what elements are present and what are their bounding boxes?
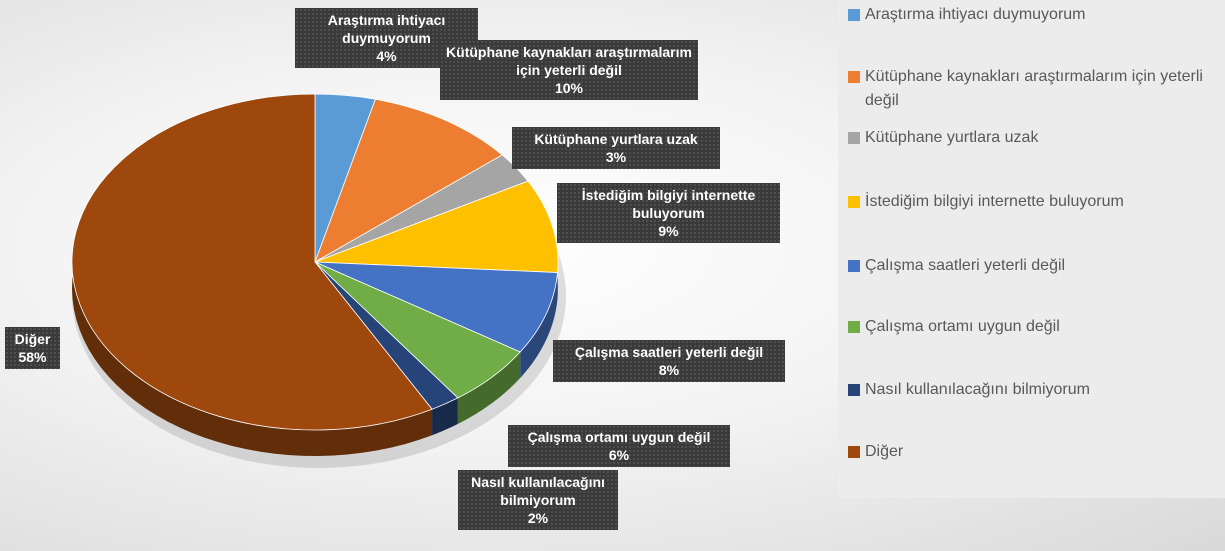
data-label-category: Araştırma ihtiyacı duymuyorum	[327, 12, 446, 46]
legend-swatch	[848, 196, 860, 208]
legend-item: Çalışma saatleri yeterli değil	[848, 254, 1218, 278]
legend-swatch	[848, 71, 860, 83]
legend-swatch	[848, 321, 860, 333]
pie-slice	[314, 261, 558, 353]
data-label-category: Diğer	[14, 331, 51, 347]
legend: Araştırma ihtiyacı duymuyorum Kütüphane k…	[838, 0, 1225, 498]
legend-label: Nasıl kullanılacağını bilmiyorum	[865, 381, 1090, 398]
legend-item: İstediğim bilgiyi internette buluyorum	[848, 190, 1218, 214]
pie-slice	[314, 98, 503, 263]
slice-side	[457, 352, 521, 424]
data-label-value: 10%	[554, 80, 584, 96]
data-label-value: 8%	[658, 362, 680, 378]
legend-item: Nasıl kullanılacağını bilmiyorum	[848, 378, 1218, 402]
data-label-category: İstediğim bilgiyi internette buluyorum	[581, 187, 756, 221]
legend-swatch	[848, 260, 860, 272]
data-label-category: Kütüphane kaynakları araştırmalarım için…	[446, 44, 692, 78]
data-label-category: Kütüphane yurtlara uzak	[534, 131, 698, 147]
legend-swatch	[848, 384, 860, 396]
legend-label: Kütüphane kaynakları araştırmalarım için…	[865, 68, 1203, 109]
slice-side	[520, 272, 558, 379]
legend-label: Araştırma ihtiyacı duymuyorum	[865, 6, 1086, 23]
legend-label: İstediğim bilgiyi internette buluyorum	[865, 193, 1124, 210]
slice-side	[432, 397, 458, 436]
data-label-category: Nasıl kullanılacağını bilmiyorum	[471, 474, 605, 508]
legend-item: Araştırma ihtiyacı duymuyorum	[848, 3, 1218, 27]
legend-swatch	[848, 132, 860, 144]
data-label-value: 6%	[608, 447, 630, 463]
data-label: Kütüphane kaynakları araştırmalarım için…	[440, 40, 698, 100]
data-label-value: 58%	[18, 349, 47, 365]
data-label-value: 3%	[605, 149, 627, 165]
data-label: Çalışma saatleri yeterli değil 8%	[553, 340, 785, 382]
data-label: Diğer 58%	[5, 327, 60, 369]
legend-swatch	[848, 446, 860, 458]
data-label-value: 4%	[376, 48, 397, 64]
legend-label: Diğer	[865, 443, 904, 460]
data-label-value: 2%	[527, 510, 549, 526]
pie-slice	[314, 180, 559, 273]
legend-item: Kütüphane yurtlara uzak	[848, 126, 1218, 150]
data-label: Çalışma ortamı uygun değil 6%	[508, 425, 730, 467]
legend-item: Çalışma ortamı uygun değil	[848, 315, 1218, 339]
legend-swatch	[848, 9, 860, 21]
data-label-category: Çalışma ortamı uygun değil	[527, 429, 711, 445]
legend-item: Kütüphane kaynakları araştırmalarım için…	[848, 65, 1218, 113]
data-label: İstediğim bilgiyi internette buluyorum 9%	[557, 183, 780, 243]
chart	[71, 93, 566, 468]
data-label-value: 9%	[658, 223, 679, 239]
legend-item: Diğer	[848, 440, 1218, 464]
data-label: Nasıl kullanılacağını bilmiyorum 2%	[458, 470, 618, 530]
legend-label: Çalışma ortamı uygun değil	[865, 318, 1060, 335]
data-label: Kütüphane yurtlara uzak 3%	[512, 127, 720, 169]
data-label-category: Çalışma saatleri yeterli değil	[574, 344, 764, 360]
pie-slice	[71, 93, 433, 431]
legend-label: Çalışma saatleri yeterli değil	[865, 257, 1066, 274]
legend-label: Kütüphane yurtlara uzak	[865, 129, 1039, 146]
